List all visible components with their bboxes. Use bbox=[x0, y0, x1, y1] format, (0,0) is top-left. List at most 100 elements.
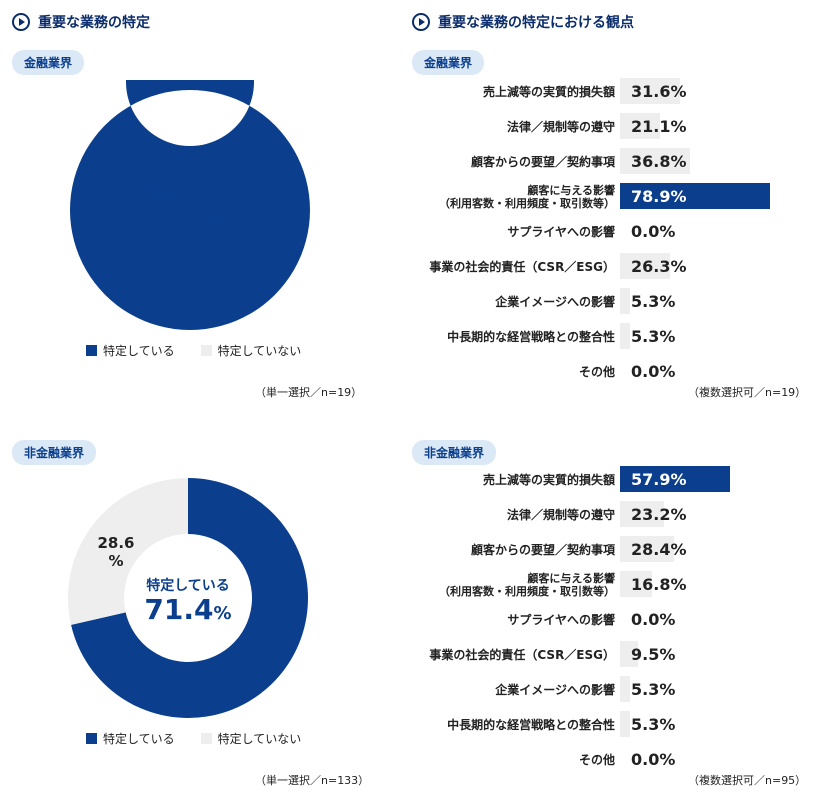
bar-value-label: 0.0% bbox=[631, 749, 676, 769]
bar-category-label: 法律／規制等の遵守 bbox=[507, 501, 615, 529]
bar-category-label-line: その他 bbox=[578, 364, 615, 379]
bar-row: 企業イメージへの影響 5.3% bbox=[405, 676, 815, 704]
donut-percent-sign: % bbox=[213, 603, 232, 624]
bar-value-label: 5.3% bbox=[631, 714, 676, 734]
bar-category-label-line: （利用客数・利用頻度・取引数等） bbox=[439, 197, 615, 210]
bar-category-label-line: 顧客からの要望／契約事項 bbox=[470, 154, 615, 169]
legend-finance: 特定している 特定していない bbox=[86, 342, 301, 359]
bar bbox=[620, 288, 631, 314]
bar bbox=[620, 113, 661, 139]
bar-category-label: 中長期的な経営戦略との整合性 bbox=[447, 323, 615, 351]
bar-row: 法律／規制等の遵守 21.1% bbox=[405, 113, 815, 141]
bar-row: サプライヤへの影響 0.0% bbox=[405, 606, 815, 634]
bar-value-label: 78.9% bbox=[631, 186, 687, 206]
bar-category-label: 事業の社会的責任（CSR／ESG） bbox=[429, 253, 615, 281]
bar-row: 中長期的な経営戦略との整合性 5.3% bbox=[405, 323, 815, 351]
legend-nonfinance: 特定している 特定していない bbox=[86, 730, 301, 747]
bar-category-label: 法律／規制等の遵守 bbox=[507, 113, 615, 141]
bar-row: 事業の社会的責任（CSR／ESG） 9.5% bbox=[405, 641, 815, 669]
group-pill-finance-left: 金融業界 bbox=[12, 50, 85, 75]
bar-category-label-line: 法律／規制等の遵守 bbox=[506, 119, 615, 134]
bar-value-label: 5.3% bbox=[631, 679, 676, 699]
donut-chart-nonfinance bbox=[68, 478, 308, 718]
legend-swatch-grey bbox=[200, 345, 212, 356]
donut-slice-yes bbox=[70, 80, 310, 330]
donut-percent-sign: % bbox=[210, 213, 229, 234]
bar-value-label: 5.3% bbox=[631, 326, 676, 346]
bar-value-label: 57.9% bbox=[631, 469, 687, 489]
bar-value-label: 21.1% bbox=[631, 116, 687, 136]
bar-value-label: 16.8% bbox=[631, 574, 687, 594]
bar-value-label: 36.8% bbox=[631, 151, 687, 171]
legend-label-no: 特定していない bbox=[217, 732, 302, 746]
right-section-title-text: 重要な業務の特定における観点 bbox=[438, 15, 634, 31]
bar-row: 顧客からの要望／契約事項 36.8% bbox=[405, 148, 815, 176]
bar bbox=[620, 466, 730, 492]
bar-category-label-line: 顧客に与える影響 bbox=[527, 571, 615, 585]
bar-value-label: 0.0% bbox=[631, 609, 676, 629]
bar-category-label-line: 売上減等の実質的損失額 bbox=[482, 84, 615, 99]
bar bbox=[620, 641, 639, 667]
bar-category-label: 企業イメージへの影響 bbox=[495, 288, 615, 316]
bar bbox=[620, 253, 670, 279]
bar-row: 顧客に与える影響 （利用客数・利用頻度・取引数等） 78.9% bbox=[405, 183, 815, 211]
bar-category-label-line: サプライヤへの影響 bbox=[507, 224, 615, 239]
bar-category-label: サプライヤへの影響 bbox=[507, 218, 615, 246]
bar-value-label: 28.4% bbox=[631, 539, 687, 559]
bar-category-label: その他 bbox=[579, 358, 615, 386]
bar-value-label: 0.0% bbox=[631, 221, 676, 241]
donut-slice-no bbox=[68, 478, 188, 625]
bar-row: その他 0.0% bbox=[405, 358, 815, 386]
bar-category-label-line: （利用客数・利用頻度・取引数等） bbox=[439, 585, 615, 598]
legend-item-yes: 特定している bbox=[86, 342, 175, 359]
legend-item-yes: 特定している bbox=[86, 730, 175, 747]
bar bbox=[620, 536, 674, 562]
bar-row: 顧客からの要望／契約事項 28.4% bbox=[405, 536, 815, 564]
donut-percent: 100% bbox=[120, 204, 260, 236]
bar-value-label: 23.2% bbox=[631, 504, 687, 524]
bar-category-label: 売上減等の実質的損失額 bbox=[483, 78, 615, 106]
bar-category-label-line: 中長期的な経営戦略との整合性 bbox=[447, 329, 615, 344]
bar-chart-nonfinance: 売上減等の実質的損失額 57.9% 法律／規制等の遵守 23.2% 顧客からの要望／契約… bbox=[405, 466, 815, 769]
bar bbox=[620, 323, 631, 349]
donut-caption: 特定している bbox=[146, 578, 230, 594]
bar-category-label: 売上減等の実質的損失額 bbox=[483, 466, 615, 494]
bar-value-label: 5.3% bbox=[631, 291, 676, 311]
legend-swatch-grey bbox=[200, 733, 212, 744]
right-section-title: 重要な業務の特定における観点 bbox=[412, 12, 634, 32]
donut-center-label-nonfinance: 特定している 71.4% bbox=[118, 575, 258, 626]
bar-row: 企業イメージへの影響 5.3% bbox=[405, 288, 815, 316]
legend-swatch-navy bbox=[86, 733, 97, 744]
legend-item-no: 特定していない bbox=[200, 730, 302, 747]
bar bbox=[620, 676, 631, 702]
bar-category-label-line: その他 bbox=[578, 752, 615, 767]
bar-category-label-line: 企業イメージへの影響 bbox=[495, 294, 615, 309]
bar-category-label: 事業の社会的責任（CSR／ESG） bbox=[429, 641, 615, 669]
bar-row: その他 0.0% bbox=[405, 746, 815, 774]
slice-label-other: 28.6 % bbox=[97, 534, 135, 570]
bar-category-label: サプライヤへの影響 bbox=[507, 606, 615, 634]
legend-label-yes: 特定している bbox=[103, 344, 175, 358]
bar-value-label: 0.0% bbox=[631, 361, 676, 381]
bar-category-label-line: 顧客に与える影響 bbox=[527, 183, 615, 197]
bar-category-label-line: 売上減等の実質的損失額 bbox=[482, 472, 615, 487]
bar-category-label-line: 法律／規制等の遵守 bbox=[506, 507, 615, 522]
bar-category-label-line: 顧客からの要望／契約事項 bbox=[470, 542, 615, 557]
bar-row: 事業の社会的責任（CSR／ESG） 26.3% bbox=[405, 253, 815, 281]
play-circle-icon bbox=[412, 13, 430, 31]
bar-category-label: 顧客からの要望／契約事項 bbox=[471, 536, 615, 564]
bar-value-label: 26.3% bbox=[631, 256, 687, 276]
bar-chart-finance: 売上減等の実質的損失額 31.6% 法律／規制等の遵守 21.1% 顧客からの要望／契約… bbox=[405, 78, 815, 381]
bar bbox=[620, 501, 665, 527]
donut-percent: 71.4% bbox=[118, 594, 258, 626]
bar-category-label: 顧客からの要望／契約事項 bbox=[471, 148, 615, 176]
donut-slice-yes bbox=[71, 478, 308, 718]
note-nonfinance-right: （複数選択可／n=95） bbox=[688, 774, 807, 787]
legend-label-no: 特定していない bbox=[217, 344, 302, 358]
bar-category-label-line: サプライヤへの影響 bbox=[507, 612, 615, 627]
bar-category-label: その他 bbox=[579, 746, 615, 774]
donut-center-label-finance: 特定している 100% bbox=[120, 185, 260, 236]
left-section-title: 重要な業務の特定 bbox=[12, 12, 150, 32]
donut-chart-finance bbox=[70, 80, 310, 330]
bar-value-label: 9.5% bbox=[631, 644, 676, 664]
